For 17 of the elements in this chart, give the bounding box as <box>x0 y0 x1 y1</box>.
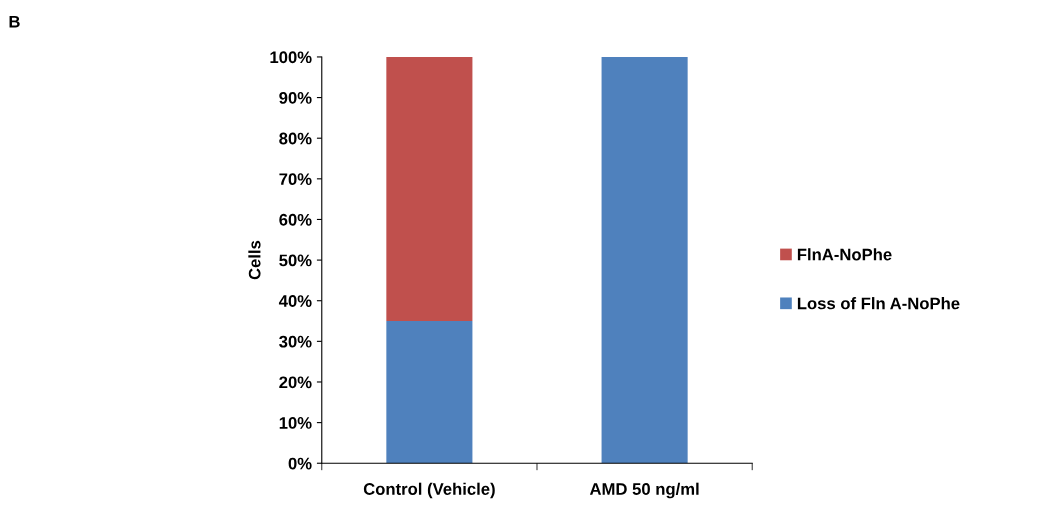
y-tick-label: 100% <box>270 51 312 64</box>
y-tick-label: 50% <box>279 254 312 267</box>
x-tick-label: AMD 50 ng/ml <box>589 482 699 499</box>
text: B <box>9 15 20 28</box>
y-tick-label: 30% <box>279 335 312 348</box>
y-tick-label: 20% <box>279 376 312 389</box>
x-tick-label: Control (Vehicle) <box>363 482 495 499</box>
y-tick-label: 60% <box>279 213 312 226</box>
y-tick-label: 0% <box>288 457 312 470</box>
y-tick-label: 80% <box>279 132 312 145</box>
y-tick-label: 90% <box>279 91 312 104</box>
y-tick-label: 10% <box>279 417 312 429</box>
y-tick-label: 70% <box>279 173 312 186</box>
legend-label: FlnA-NoPhe <box>797 248 892 261</box>
y-tick-label: 40% <box>278 295 312 307</box>
legend-label: Loss of Fln A-NoPhe <box>797 297 960 310</box>
y-axis-title: Cells <box>248 240 261 280</box>
